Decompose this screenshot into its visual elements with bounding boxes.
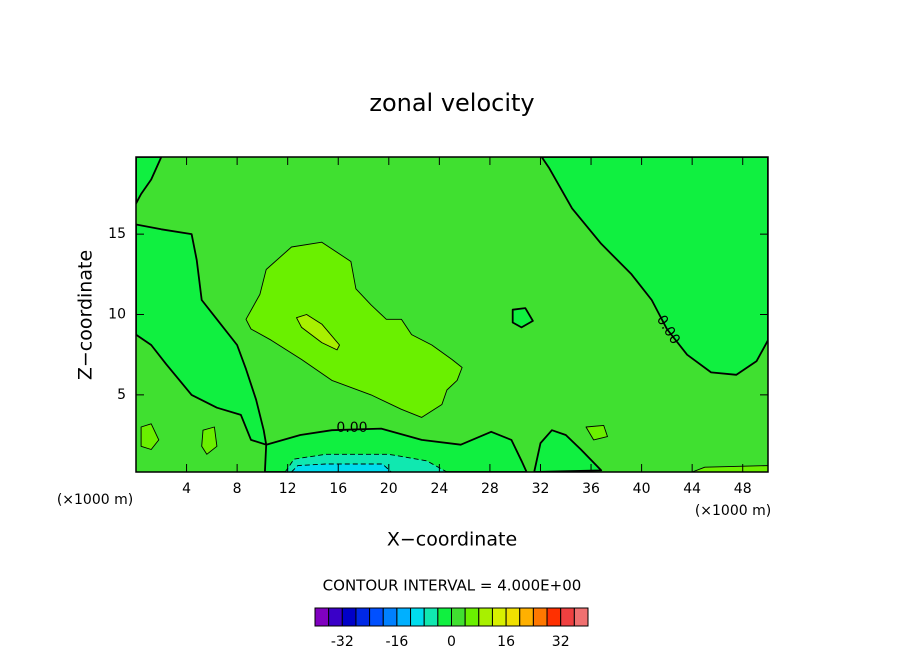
colorbar-box <box>491 607 507 627</box>
colorbar-box <box>532 607 548 627</box>
contour-region <box>296 314 340 351</box>
y-axis-label: Z−coordinate <box>75 250 97 380</box>
colorbar-box <box>314 607 330 627</box>
x-tick-label: 20 <box>380 481 398 497</box>
colorbar-box <box>451 607 466 627</box>
contour-region <box>140 423 160 450</box>
colorbar-box <box>396 607 412 627</box>
colorbar-box <box>328 607 343 627</box>
colorbar-box <box>519 607 534 627</box>
x-tick-label: 48 <box>734 481 752 497</box>
contour-region <box>245 241 463 418</box>
y-tick-label: 10 <box>108 307 126 323</box>
x-tick-label: 8 <box>233 481 242 497</box>
contour-interval: CONTOUR INTERVAL = 4.000E+00 <box>323 577 582 595</box>
y-unit: (×1000 m) <box>57 492 133 508</box>
contour-region <box>533 429 603 472</box>
x-tick-label: 16 <box>329 481 347 497</box>
x-axis-label: X−coordinate <box>387 529 517 551</box>
contour-label: 0.00 <box>336 420 367 436</box>
colorbar-box <box>355 607 371 627</box>
colorbar-box <box>573 607 589 627</box>
colorbar-box <box>560 607 575 627</box>
contour-region <box>691 465 768 472</box>
x-tick-label: 4 <box>182 481 191 497</box>
colorbar-tick-label: 0 <box>447 634 456 650</box>
colorbar-box <box>369 607 384 627</box>
colorbar-box <box>341 607 357 627</box>
colorbar-box <box>423 607 439 627</box>
contour-region <box>540 157 768 376</box>
contour-region <box>511 307 534 329</box>
y-tick-label: 15 <box>108 226 126 242</box>
colorbar-tick-label: -16 <box>385 634 408 650</box>
colorbar-box <box>478 607 493 627</box>
chart-title: zonal velocity <box>369 89 534 117</box>
y-tick-label: 5 <box>117 387 126 403</box>
x-tick-label: 12 <box>279 481 297 497</box>
colorbar-box <box>505 607 521 627</box>
colorbar-box <box>410 607 425 627</box>
plot-area <box>136 157 768 472</box>
contour-region <box>136 157 163 205</box>
x-tick-label: 36 <box>582 481 600 497</box>
colorbar-box <box>546 607 562 627</box>
x-tick-label: 32 <box>532 481 550 497</box>
contour-region <box>585 424 608 441</box>
x-tick-label: 28 <box>481 481 499 497</box>
colorbar-tick-label: 16 <box>497 634 515 650</box>
colorbar-box <box>382 607 398 627</box>
contour-region <box>136 223 268 446</box>
x-tick-label: 44 <box>683 481 701 497</box>
x-tick-label: 40 <box>633 481 651 497</box>
colorbar-tick-label: -32 <box>331 634 354 650</box>
contour-region <box>291 463 392 472</box>
colorbar-tick-label: 32 <box>552 634 570 650</box>
x-unit: (×1000 m) <box>695 503 771 519</box>
colorbar-box <box>437 607 453 627</box>
contour-region <box>201 426 218 455</box>
x-tick-label: 24 <box>430 481 448 497</box>
colorbar-box <box>464 607 480 627</box>
